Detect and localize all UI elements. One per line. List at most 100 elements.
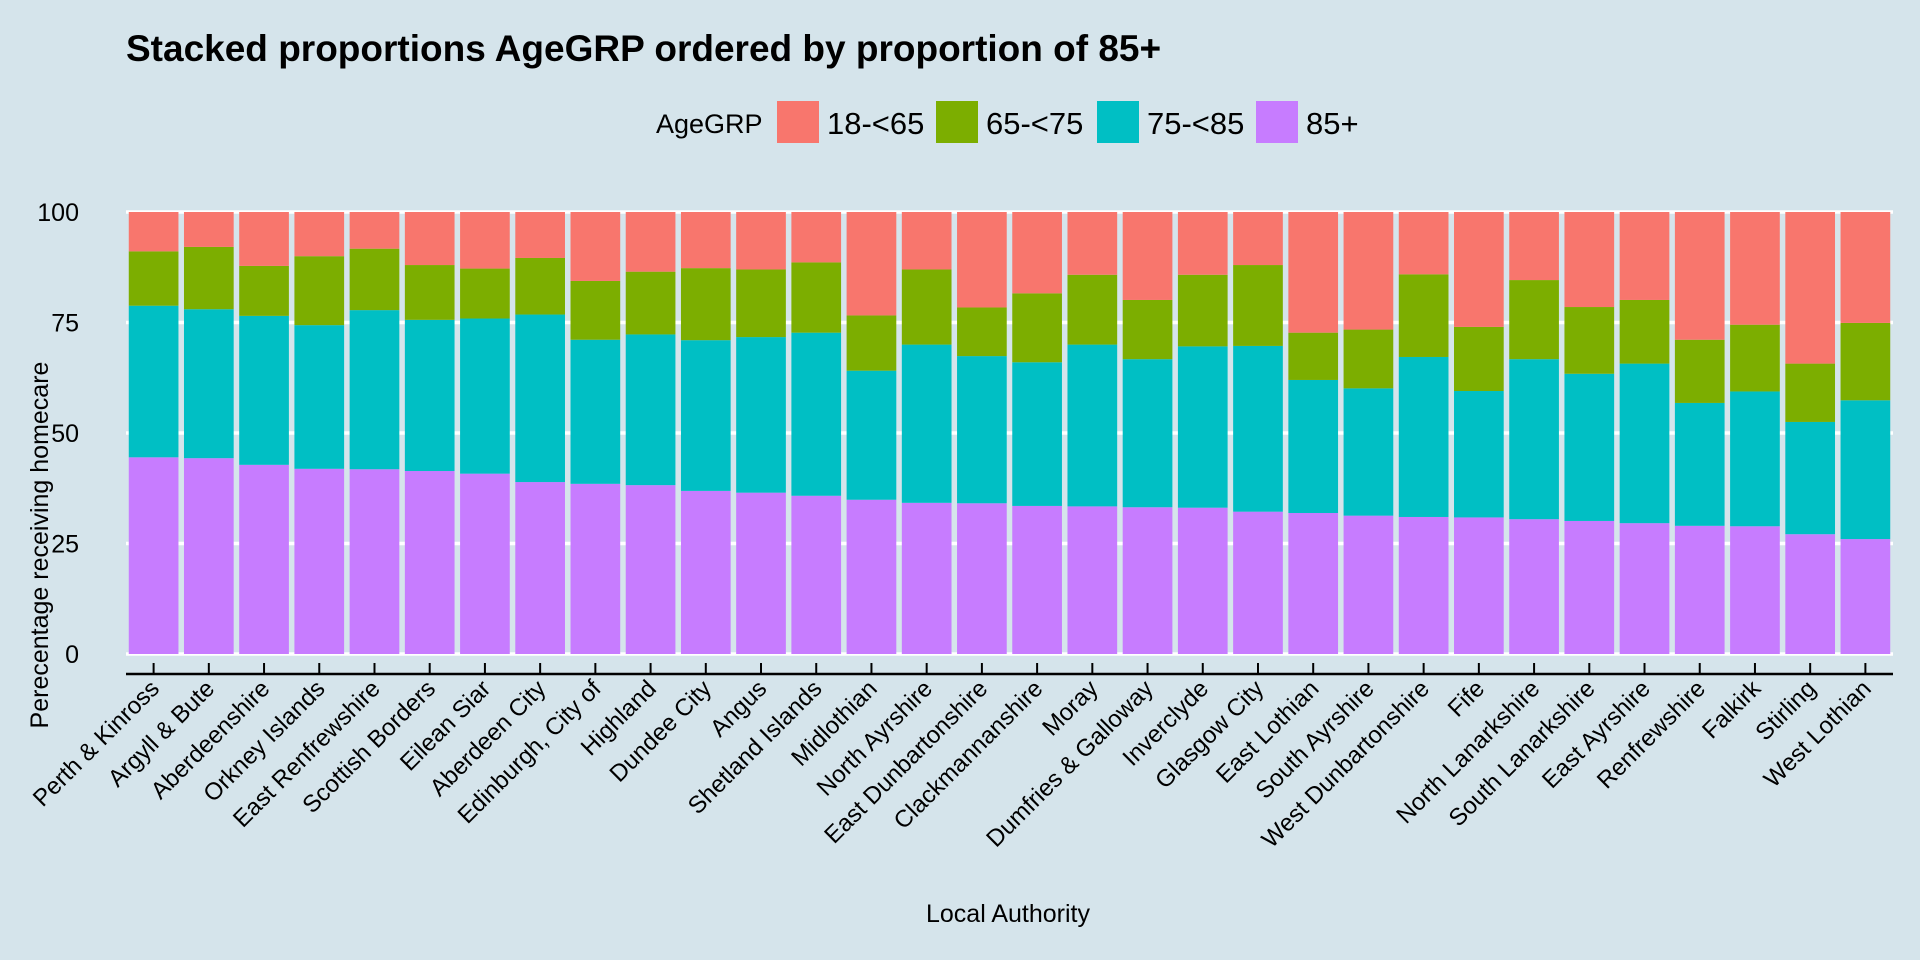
- bar-group-edinburgh-city-of: [570, 212, 621, 654]
- bar-group-north-ayrshire: [901, 212, 952, 654]
- bar-segment: [680, 490, 731, 654]
- legend-item-18-65: 18-<65: [777, 101, 924, 143]
- bar-segment: [1012, 212, 1062, 294]
- bar-segment: [1840, 212, 1891, 323]
- bar-segment: [294, 325, 345, 469]
- bar-segment: [1509, 519, 1559, 654]
- bar-segment: [349, 212, 400, 249]
- bar-segment: [1122, 299, 1173, 360]
- legend-item-85: 85+: [1256, 101, 1359, 143]
- legend-swatch: [1256, 101, 1298, 143]
- bar-segment: [1730, 324, 1780, 392]
- x-axis-title: Local Authority: [926, 900, 1090, 928]
- bar-segment: [680, 340, 731, 491]
- bar-segment: [1785, 363, 1836, 422]
- legend-swatch: [936, 101, 978, 143]
- bar-segment: [1564, 373, 1615, 521]
- bar-group-renfrewshire: [1674, 212, 1725, 654]
- bar-segment: [901, 344, 952, 503]
- bar-segment: [957, 307, 1007, 357]
- bar-segment: [1343, 515, 1394, 654]
- bar-segment: [791, 495, 842, 654]
- bar-segment: [1233, 212, 1283, 266]
- bar-segment: [1067, 274, 1118, 345]
- bar-segment: [1122, 507, 1173, 654]
- bar-segment: [128, 305, 179, 458]
- bar-segment: [1785, 421, 1836, 535]
- bar-segment: [183, 246, 234, 310]
- bar-segment: [625, 212, 676, 272]
- bar-segment: [1730, 212, 1780, 325]
- bar-segment: [791, 262, 842, 333]
- bar-segment: [1343, 329, 1394, 389]
- bar-segment: [1177, 212, 1228, 275]
- bar-segment: [625, 334, 676, 486]
- bar-segment: [1674, 525, 1725, 654]
- bar-segment: [1398, 356, 1449, 517]
- bar-segment: [294, 212, 345, 257]
- bar-group-orkney-islands: [294, 212, 345, 654]
- legend-label: 75-<85: [1147, 106, 1244, 141]
- legend-label: 65-<75: [986, 106, 1083, 141]
- bar-segment: [1674, 212, 1725, 340]
- bar-segment: [1288, 212, 1339, 333]
- bar-segment: [1564, 307, 1615, 374]
- bar-group-moray: [1067, 212, 1118, 654]
- bar-group-west-lothian: [1840, 212, 1891, 654]
- bar-segment: [460, 268, 510, 319]
- bar-group-east-ayrshire: [1619, 212, 1670, 654]
- bar-segment: [846, 212, 897, 316]
- bar-segment: [846, 370, 897, 500]
- bar-segment: [1730, 391, 1780, 527]
- bar-segment: [1619, 523, 1670, 654]
- bar-segment: [239, 464, 289, 654]
- bar-segment: [1067, 212, 1118, 275]
- bar-segment: [1177, 507, 1228, 654]
- legend-swatch: [777, 101, 819, 143]
- bar-segment: [349, 310, 400, 470]
- bar-segment: [1454, 517, 1504, 654]
- bar-group-glasgow-city: [1233, 212, 1283, 654]
- bar-segment: [404, 265, 455, 320]
- bar-segment: [1177, 346, 1228, 508]
- bar-segment: [1343, 212, 1394, 330]
- bar-segment: [1233, 345, 1283, 512]
- bar-segment: [1785, 534, 1836, 654]
- bar-segment: [570, 212, 621, 281]
- bar-segment: [957, 356, 1007, 504]
- bar-group-stirling: [1785, 212, 1836, 654]
- bar-segment: [1012, 362, 1062, 506]
- legend-swatch: [1097, 101, 1139, 143]
- bar-segment: [404, 212, 455, 266]
- bar-group-argyll-bute: [183, 212, 234, 654]
- bar-segment: [1067, 344, 1118, 507]
- bar-segment: [1012, 293, 1062, 363]
- bar-group-north-lanarkshire: [1509, 212, 1559, 654]
- bar-segment: [239, 315, 289, 465]
- chart-title: Stacked proportions AgeGRP ordered by pr…: [126, 28, 1161, 69]
- bar-segment: [239, 212, 289, 266]
- bar-segment: [460, 473, 510, 654]
- bar-group-angus: [736, 212, 786, 654]
- bar-group-perth-kinross: [128, 212, 179, 654]
- bar-segment: [1122, 212, 1173, 300]
- legend-item-75-85: 75-<85: [1097, 101, 1244, 143]
- bar-segment: [183, 212, 234, 247]
- legend-title: AgeGRP: [656, 109, 763, 139]
- bar-group-fife: [1454, 212, 1504, 654]
- bar-segment: [1288, 379, 1339, 514]
- bar-group-east-lothian: [1288, 212, 1339, 654]
- bar-group-highland: [625, 212, 676, 654]
- bar-segment: [957, 503, 1007, 654]
- bar-segment: [1840, 539, 1891, 654]
- bar-segment: [1012, 505, 1062, 654]
- bar-segment: [128, 212, 179, 252]
- bar-group-scottish-borders: [404, 212, 455, 654]
- bar-segment: [1619, 299, 1670, 364]
- y-tick-label: 25: [51, 531, 79, 559]
- bar-group-south-ayrshire: [1343, 212, 1394, 654]
- bar-segment: [404, 319, 455, 472]
- bar-segment: [1840, 400, 1891, 540]
- bar-group-eilean-siar: [460, 212, 510, 654]
